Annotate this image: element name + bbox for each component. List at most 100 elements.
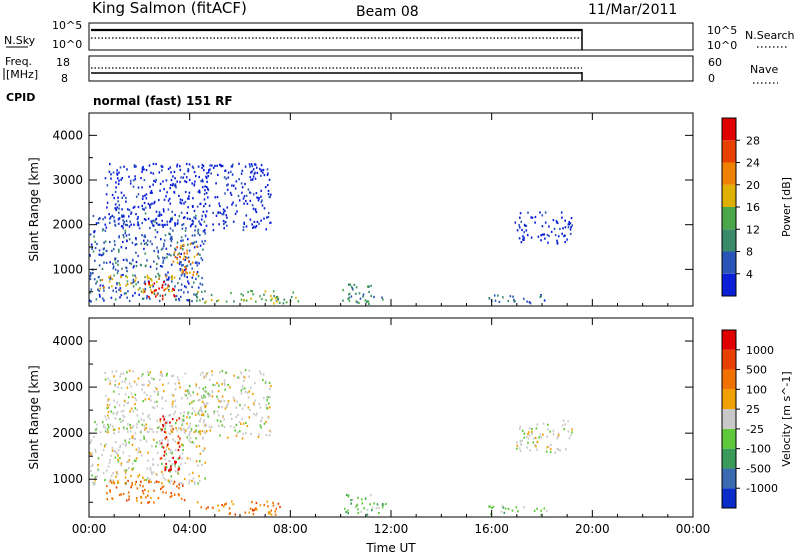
echo-cell xyxy=(171,450,173,453)
echo-cell xyxy=(117,182,120,185)
echo-cell xyxy=(120,246,123,249)
echo-cell xyxy=(357,508,359,511)
echo-cell xyxy=(120,178,122,181)
echo-cell xyxy=(155,275,157,278)
echo-cell xyxy=(182,484,184,487)
echo-cell xyxy=(104,371,106,374)
echo-cell xyxy=(141,167,144,170)
echo-cell xyxy=(149,469,152,472)
echo-cell xyxy=(350,499,352,502)
echo-cell xyxy=(242,432,244,435)
echo-cell xyxy=(252,226,254,229)
echo-cell xyxy=(144,283,147,286)
echo-cell xyxy=(189,217,191,221)
echo-cell xyxy=(128,225,131,228)
echo-cell xyxy=(197,252,199,255)
echo-cell xyxy=(117,248,120,251)
echo-cell xyxy=(192,441,195,445)
echo-cell xyxy=(211,390,214,393)
echo-cell xyxy=(174,177,176,180)
echo-cell xyxy=(259,504,262,507)
echo-cell xyxy=(162,424,164,427)
echo-cell xyxy=(569,232,572,236)
echo-cell xyxy=(225,220,227,223)
echo-cell xyxy=(108,280,111,283)
echo-cell xyxy=(140,480,142,483)
echo-cell xyxy=(567,420,569,423)
echo-cell xyxy=(176,165,178,168)
echo-cell xyxy=(176,485,178,488)
echo-cell xyxy=(152,471,155,474)
echo-cell xyxy=(205,215,207,218)
echo-cell xyxy=(179,454,181,457)
echo-cell xyxy=(525,224,528,227)
echo-cell xyxy=(193,410,196,413)
echo-cell xyxy=(221,406,223,409)
echo-cell xyxy=(214,384,216,387)
echo-cell xyxy=(526,446,528,449)
echo-cell xyxy=(95,282,97,285)
echo-cell xyxy=(168,290,170,293)
echo-cell xyxy=(523,238,525,241)
echo-cell xyxy=(219,163,221,166)
echo-cell xyxy=(252,402,255,405)
echo-cell xyxy=(106,201,109,204)
echo-cell xyxy=(522,235,524,238)
echo-cell xyxy=(178,456,181,459)
echo-cell xyxy=(147,459,149,462)
echo-cell xyxy=(192,166,195,170)
echo-cell xyxy=(243,222,245,226)
echo-cell xyxy=(160,487,162,490)
colorbar-swatch xyxy=(722,389,736,410)
echo-cell xyxy=(519,216,521,219)
echo-cell xyxy=(92,214,95,218)
echo-cell xyxy=(180,283,183,286)
echo-cell xyxy=(347,512,349,515)
echo-cell xyxy=(196,292,198,295)
echo-cell xyxy=(149,399,152,402)
echo-cell xyxy=(126,460,128,464)
echo-cell xyxy=(188,473,191,476)
echo-cell xyxy=(106,485,108,488)
echo-cell xyxy=(105,469,108,472)
echo-cell xyxy=(122,409,125,412)
echo-cell xyxy=(129,424,131,427)
echo-cell xyxy=(557,235,560,238)
echo-cell xyxy=(533,509,536,512)
echo-cell xyxy=(211,395,214,398)
echo-cell xyxy=(236,210,238,213)
echo-cell xyxy=(249,218,252,221)
echo-cell xyxy=(144,194,146,197)
echo-cell xyxy=(135,277,137,280)
echo-cell xyxy=(203,375,205,378)
echo-cell xyxy=(209,429,212,432)
echo-cell xyxy=(244,390,247,393)
echo-cell xyxy=(137,205,140,209)
echo-cell xyxy=(107,423,109,426)
echo-cell xyxy=(118,493,121,497)
echo-cell xyxy=(243,298,246,302)
echo-cell xyxy=(228,507,231,510)
echo-cell xyxy=(138,227,141,230)
echo-cell xyxy=(205,224,208,227)
echo-cell xyxy=(161,407,164,410)
echo-cell xyxy=(168,459,170,462)
echo-cell xyxy=(342,289,344,292)
echo-cell xyxy=(201,397,204,400)
echo-cell xyxy=(122,258,125,261)
echo-cell xyxy=(184,190,187,194)
echo-cell xyxy=(103,261,105,264)
echo-cell xyxy=(155,178,157,181)
echo-cell xyxy=(240,372,243,375)
echo-cell xyxy=(378,511,380,515)
echo-cell xyxy=(544,211,547,214)
echo-cell xyxy=(193,281,195,284)
echo-cell xyxy=(121,225,124,228)
echo-cell xyxy=(260,372,262,375)
echo-cell xyxy=(189,422,191,425)
echo-cell xyxy=(149,204,151,207)
echo-cell xyxy=(176,261,179,264)
echo-cell xyxy=(244,165,247,168)
colorbar-swatch xyxy=(722,330,736,350)
echo-cell xyxy=(183,411,185,414)
